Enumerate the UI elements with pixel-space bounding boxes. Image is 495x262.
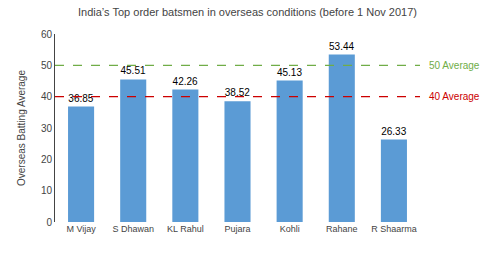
svg-text:42.26: 42.26 bbox=[173, 76, 198, 87]
svg-text:40: 40 bbox=[41, 91, 53, 102]
svg-text:45.51: 45.51 bbox=[120, 65, 145, 76]
svg-text:60: 60 bbox=[41, 29, 53, 40]
svg-text:KL Rahul: KL Rahul bbox=[167, 224, 204, 234]
svg-text:S Dhawan: S Dhawan bbox=[112, 224, 154, 234]
svg-text:Overseas Batting Average: Overseas Batting Average bbox=[16, 70, 27, 186]
svg-text:38.52: 38.52 bbox=[225, 87, 250, 98]
svg-text:Rahane: Rahane bbox=[326, 224, 358, 234]
svg-text:50 Average: 50 Average bbox=[429, 60, 480, 71]
svg-text:0: 0 bbox=[46, 217, 52, 228]
svg-text:50: 50 bbox=[41, 60, 53, 71]
svg-text:M Vijay: M Vijay bbox=[66, 224, 96, 234]
svg-text:20: 20 bbox=[41, 154, 53, 165]
svg-text:10: 10 bbox=[41, 185, 53, 196]
svg-text:45.13: 45.13 bbox=[277, 67, 302, 78]
svg-text:36.85: 36.85 bbox=[68, 93, 93, 104]
svg-text:Kohli: Kohli bbox=[280, 224, 300, 234]
svg-text:40 Average: 40 Average bbox=[429, 91, 480, 102]
svg-text:30: 30 bbox=[41, 123, 53, 134]
svg-text:26.33: 26.33 bbox=[381, 126, 406, 137]
svg-text:53.44: 53.44 bbox=[329, 41, 354, 52]
svg-text:R Shaarma: R Shaarma bbox=[371, 224, 417, 234]
svg-text:India’s Top order batsmen in o: India’s Top order batsmen in overseas co… bbox=[78, 6, 417, 18]
svg-text:Pujara: Pujara bbox=[224, 224, 250, 234]
